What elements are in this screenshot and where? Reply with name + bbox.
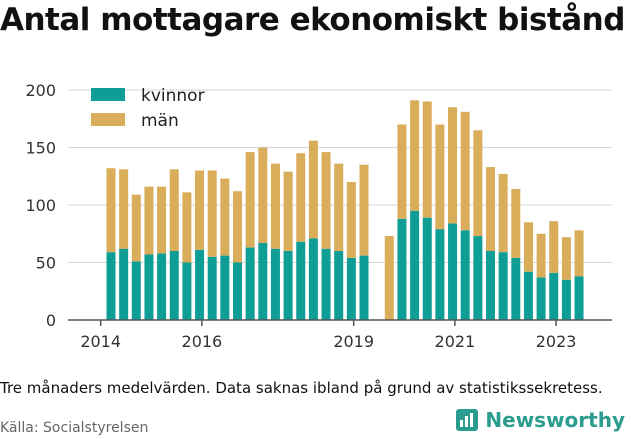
bar-kvinnor — [460, 230, 470, 320]
y-tick-label: 200 — [25, 81, 56, 100]
bar-kvinnor — [346, 257, 356, 320]
bar-man — [473, 130, 483, 237]
bar-kvinnor — [561, 279, 571, 320]
bar-kvinnor — [207, 256, 217, 320]
bar-man — [498, 173, 508, 253]
bar-kvinnor — [486, 251, 495, 320]
bar-kvinnor — [157, 253, 167, 320]
bar-kvinnor — [220, 255, 230, 320]
bar-man — [169, 169, 179, 251]
bar-kvinnor — [334, 251, 344, 320]
bar-kvinnor — [106, 252, 116, 320]
bar-kvinnor — [435, 229, 445, 320]
legend: kvinnor män — [91, 86, 205, 131]
x-tick-label: 2014 — [80, 332, 121, 351]
bar-man — [561, 237, 571, 280]
bar-kvinnor — [523, 271, 533, 320]
bar-man — [359, 164, 369, 256]
bar-kvinnor — [422, 217, 432, 320]
bar-kvinnor — [549, 272, 559, 320]
bar-man — [346, 182, 356, 258]
bar-man — [422, 101, 432, 218]
bar-kvinnor — [574, 276, 584, 320]
bar-man — [233, 191, 242, 263]
bar-kvinnor — [511, 257, 521, 320]
bar-man — [182, 192, 192, 263]
bar-kvinnor — [169, 251, 179, 320]
bar-man — [460, 111, 470, 231]
bar-man — [410, 100, 420, 211]
bar-kvinnor — [308, 238, 318, 320]
bar-kvinnor — [131, 261, 141, 320]
bar-man — [296, 153, 306, 242]
axes: 0 50 100 150 200 2014 2016 2019 2021 2023 — [25, 81, 612, 351]
bar-kvinnor — [410, 210, 420, 320]
legend-man-label: män — [141, 111, 179, 131]
bar-man — [106, 168, 116, 253]
bar-kvinnor — [245, 247, 255, 320]
bar-man — [220, 178, 230, 256]
bar-man — [549, 221, 559, 273]
bar-kvinnor — [258, 242, 268, 320]
bar-man — [321, 152, 331, 249]
bar-kvinnor — [536, 277, 546, 320]
bar-kvinnor — [233, 262, 242, 320]
source-text: Källa: Socialstyrelsen — [0, 420, 149, 436]
bar-man — [157, 186, 167, 254]
x-tick-label: 2016 — [182, 332, 223, 351]
bar-man — [144, 186, 154, 255]
bar-man — [511, 188, 521, 258]
bar-kvinnor — [283, 251, 293, 320]
bar-kvinnor — [270, 248, 280, 320]
y-tick-label: 0 — [46, 311, 56, 330]
bars — [106, 100, 584, 320]
bar-kvinnor — [195, 249, 205, 320]
stacked-bar-chart: 0 50 100 150 200 2014 2016 2019 2021 2023 kvinnor… — [25, 81, 612, 351]
bar-man — [397, 124, 407, 219]
bar-man — [131, 194, 141, 262]
bar-man — [384, 236, 394, 320]
legend-man-swatch — [91, 113, 125, 126]
bar-kvinnor — [473, 236, 483, 320]
bar-kvinnor — [144, 254, 154, 320]
bar-man — [308, 140, 318, 239]
bar-man — [245, 152, 255, 248]
y-tick-label: 150 — [25, 139, 56, 158]
bar-man — [574, 230, 584, 277]
brand-logo-block: Newsworthy — [455, 408, 625, 432]
newsworthy-logo-icon — [456, 409, 479, 431]
bar-kvinnor — [448, 223, 458, 320]
footnote: Tre månaders medelvärden. Data saknas ib… — [0, 379, 603, 397]
bar-man — [207, 170, 217, 257]
bar-man — [448, 107, 458, 224]
y-tick-label: 50 — [36, 254, 56, 273]
legend-kvinnor-swatch — [91, 88, 125, 101]
bar-man — [523, 222, 533, 272]
bar-kvinnor — [498, 252, 508, 320]
bar-man — [536, 233, 546, 278]
chart-title: Antal mottagare ekonomiskt bistånd — [0, 2, 625, 38]
x-tick-label: 2019 — [333, 332, 374, 351]
bar-kvinnor — [397, 218, 407, 320]
bar-man — [283, 171, 293, 251]
x-tick-label: 2021 — [435, 332, 476, 351]
brand-name: Newsworthy — [485, 408, 625, 432]
bar-kvinnor — [321, 248, 331, 320]
bar-man — [258, 147, 268, 243]
bar-man — [486, 167, 495, 251]
bar-kvinnor — [182, 262, 192, 320]
bar-kvinnor — [119, 248, 129, 320]
x-tick-label: 2023 — [536, 332, 577, 351]
y-tick-label: 100 — [25, 196, 56, 215]
bar-man — [435, 124, 445, 230]
bar-man — [119, 169, 129, 249]
bar-man — [195, 170, 205, 250]
bar-kvinnor — [359, 255, 369, 320]
bar-man — [270, 163, 280, 249]
bar-kvinnor — [296, 241, 306, 320]
legend-kvinnor-label: kvinnor — [141, 86, 205, 106]
bar-man — [334, 163, 344, 251]
